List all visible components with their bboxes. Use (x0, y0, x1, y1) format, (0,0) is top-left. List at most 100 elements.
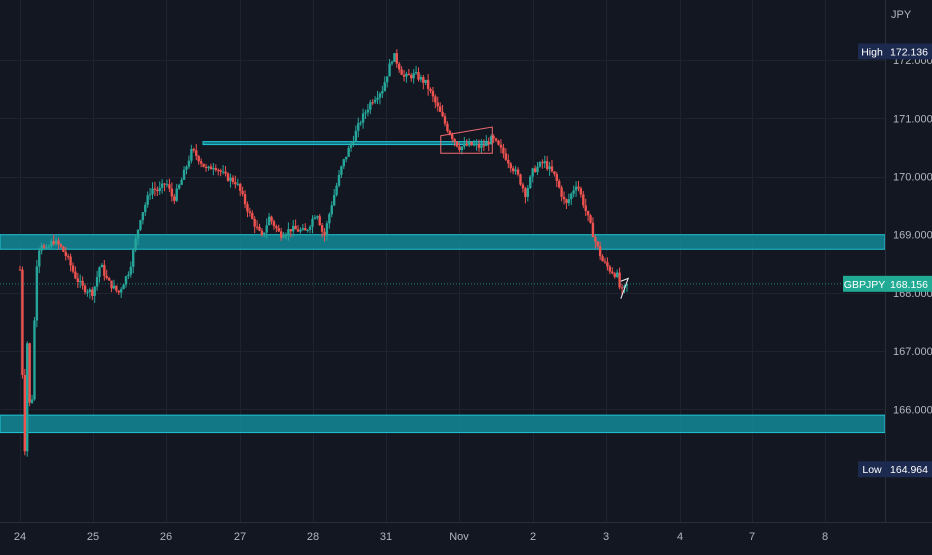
candle-body-up (349, 143, 353, 148)
candle-body-up (337, 174, 341, 186)
candle-body-up (538, 162, 542, 167)
flag-pattern-outline (440, 126, 493, 154)
candle-body-down (192, 148, 196, 151)
candle-body-down (395, 53, 399, 64)
x-tick-label: 27 (234, 531, 246, 543)
zone-rect (202, 141, 490, 146)
candle-body-down (107, 278, 111, 281)
candle-body-up (127, 274, 130, 277)
candle-body-down (83, 285, 87, 292)
candle-body-up (369, 102, 372, 110)
candle-body-down (66, 255, 70, 257)
x-tick-label: 28 (307, 531, 319, 543)
drawing-annotations (0, 126, 885, 299)
candle-body-up (267, 216, 271, 226)
candle-body-up (129, 266, 133, 275)
candle-body-down (76, 278, 80, 282)
price-badges: High 172.136 Low 164.964 GBPJPY 168.156 (843, 43, 932, 478)
candle-body-down (608, 266, 612, 272)
x-tick-label: Nov (449, 531, 469, 543)
candle-body-up (390, 61, 394, 64)
x-tick-label: 3 (603, 531, 609, 543)
candle-body-down (402, 74, 406, 77)
candle-body-up (177, 184, 181, 189)
candle-body-up (35, 266, 39, 321)
last-price-badge-bg (886, 275, 932, 292)
candle-body-up (175, 188, 178, 201)
candle-body-up (357, 123, 360, 131)
candle-body-down (204, 166, 208, 168)
candle-body-down (168, 184, 171, 189)
candle-body-up (311, 218, 314, 227)
candle-body-down (234, 182, 237, 185)
candle-body-up (381, 91, 384, 94)
candle-body-down (197, 156, 200, 162)
candle-body-up (124, 276, 128, 285)
candle-body-down (195, 150, 198, 157)
candle-body-up (485, 141, 488, 147)
low-badge-label-bg (858, 461, 886, 478)
candle-body-up (54, 240, 58, 245)
time-axis[interactable]: 24 25 26 27 28 31 Nov 2 3 4 7 8 (0, 522, 932, 544)
candle-body-up (292, 225, 295, 232)
candle-body-down (226, 173, 230, 181)
candle-body-down (451, 134, 454, 139)
currency-label: JPY (891, 9, 912, 21)
candle-body-up (463, 143, 466, 147)
high-badge-label-bg (858, 43, 886, 60)
candle-body-up (414, 72, 418, 74)
candle-body-down (156, 189, 159, 192)
candle-body-up (308, 226, 312, 230)
candle-body-up (514, 169, 517, 172)
candle-body-up (301, 228, 305, 230)
candle-body-down (504, 153, 508, 160)
price-axis[interactable]: JPY 172.000171.000170.000169.000168.0001… (843, 0, 932, 522)
candle-body-up (221, 171, 225, 173)
candle-body-down (115, 285, 118, 291)
x-tick-label: 4 (677, 531, 683, 543)
candle-body-down (294, 225, 297, 230)
candle-body-down (199, 161, 203, 164)
candle-body-up (182, 169, 186, 180)
candle-body-up (141, 212, 145, 221)
candle-body-up (352, 141, 355, 144)
symbol-badge-label: GBPJPY (844, 279, 885, 291)
candle-body-up (548, 166, 551, 170)
candle-body-down (279, 231, 283, 238)
candle-body-up (212, 168, 215, 170)
x-tick-label: 25 (87, 531, 99, 543)
candle-body-down (516, 169, 520, 175)
candle-body-up (95, 276, 99, 287)
candle-body-up (263, 232, 266, 235)
candle-body-down (64, 251, 67, 256)
candle-body-up (332, 195, 336, 206)
candle-body-down (277, 228, 280, 232)
x-tick-label: 24 (14, 531, 26, 543)
high-badge-value-bg (886, 43, 932, 60)
wedge-pattern-outline (620, 277, 630, 299)
candle-body-up (165, 184, 169, 186)
candle-body-up (543, 161, 546, 164)
candle-body-up (265, 225, 268, 233)
candle-body-down (270, 216, 273, 222)
candle-body-down (320, 225, 324, 232)
candle-body-up (361, 113, 365, 123)
candle-body-down (417, 72, 420, 80)
candle-body-up (306, 229, 309, 231)
candle-body-down (224, 171, 227, 174)
candle-body-up (50, 241, 53, 247)
candle-body-up (30, 399, 34, 403)
low-badge-value: 164.964 (890, 464, 928, 476)
candle-body-up (98, 267, 101, 277)
candle-body-up (93, 286, 96, 296)
candle-body-up (88, 289, 92, 292)
candle-body-down (110, 280, 113, 289)
candle-body-up (86, 291, 89, 293)
candle-body-down (524, 188, 527, 197)
candles (18, 49, 629, 457)
candle-body-up (393, 53, 396, 62)
candle-body-up (340, 166, 343, 175)
candle-body-down (434, 96, 437, 103)
